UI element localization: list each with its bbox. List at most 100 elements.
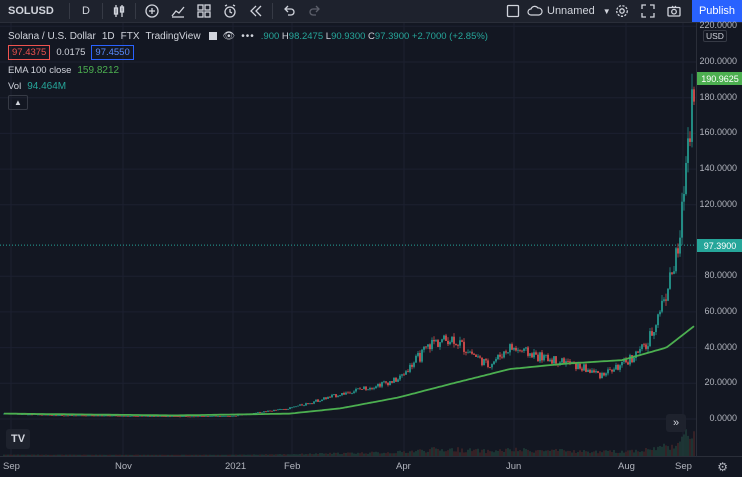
candle-body	[507, 352, 509, 354]
candle-body	[393, 377, 395, 383]
fullscreen-square-icon[interactable]	[500, 0, 526, 22]
volume-bar	[311, 454, 313, 456]
candle-body	[267, 410, 269, 412]
camera-snapshot-icon[interactable]	[661, 0, 687, 22]
candle-body	[505, 351, 507, 353]
legend-symbol-title[interactable]: Solana / U.S. Dollar	[8, 30, 96, 42]
volume-bar	[115, 454, 117, 456]
volume-bar	[269, 454, 271, 456]
volume-legend-row[interactable]: Vol 94.464M	[8, 78, 488, 94]
templates-icon[interactable]	[191, 0, 217, 22]
indicators-icon[interactable]	[165, 0, 191, 22]
volume-bar	[93, 454, 95, 456]
candle-body	[167, 416, 169, 418]
redo-icon[interactable]	[302, 0, 328, 22]
volume-bar	[543, 451, 545, 456]
volume-bar	[121, 454, 123, 456]
undo-icon[interactable]	[276, 0, 302, 22]
volume-bar	[599, 451, 601, 456]
candle-body	[55, 415, 57, 417]
volume-bar	[455, 451, 457, 456]
volume-bar	[9, 454, 11, 456]
candle-body	[495, 359, 497, 362]
chart-settings-gear-icon[interactable]: ⚙	[717, 460, 728, 474]
candle-body	[427, 344, 429, 347]
candle-body	[643, 344, 645, 346]
candle-body	[415, 355, 417, 363]
more-dots-icon[interactable]: •••	[241, 30, 255, 42]
fullscreen-icon[interactable]	[635, 0, 661, 22]
ema-legend-row[interactable]: EMA 100 close 159.8212	[8, 62, 488, 78]
volume-bar	[595, 450, 597, 456]
volume-bar	[651, 449, 653, 456]
candle-body	[165, 416, 167, 418]
legend-source: TradingView	[145, 30, 201, 42]
volume-bar	[527, 449, 529, 456]
tradingview-logo[interactable]: TV	[6, 429, 30, 449]
price-axis[interactable]: USD 190.9625 97.3900 220.0000 200.0000 180…	[696, 20, 742, 456]
compare-add-icon[interactable]	[139, 0, 165, 22]
volume-bar	[131, 454, 133, 456]
volume-bar	[359, 453, 361, 456]
time-axis[interactable]: ⚙ Sep Nov 2021 Feb Apr Jun Aug Sep	[0, 456, 742, 477]
close-value: 97.3900	[374, 30, 410, 42]
volume-bar	[301, 453, 303, 456]
hide-square-icon[interactable]	[208, 32, 217, 40]
ema-value: 159.8212	[77, 64, 120, 76]
volume-bar	[473, 449, 475, 456]
interval-button[interactable]: D	[82, 5, 90, 17]
volume-bar	[539, 450, 541, 456]
collapse-legend-button[interactable]: ▲	[8, 94, 28, 110]
volume-bar	[173, 454, 175, 456]
candle-body	[195, 416, 197, 418]
candle-body	[567, 361, 569, 362]
volume-bar	[73, 454, 75, 456]
candle-body	[405, 371, 407, 375]
volume-bar	[655, 450, 657, 456]
volume-bar	[117, 454, 119, 456]
time-axis-label: Nov	[115, 461, 132, 472]
price-chart[interactable]	[0, 23, 696, 456]
candle-body	[215, 415, 217, 417]
volume-bar	[95, 454, 97, 456]
bid-price-button[interactable]: 97.4375	[8, 44, 51, 60]
volume-bar	[327, 453, 329, 456]
candle-body	[487, 360, 489, 367]
currency-selector[interactable]: USD	[703, 30, 727, 42]
replay-icon[interactable]	[243, 0, 269, 22]
volume-bar	[229, 454, 231, 456]
candle-body	[563, 358, 565, 365]
candle-body	[275, 409, 277, 411]
publish-button[interactable]: Publish	[692, 0, 742, 22]
volume-bar	[423, 450, 425, 456]
candle-body	[613, 369, 615, 372]
legend-exchange: FTX	[120, 30, 140, 42]
volume-bar	[159, 454, 161, 456]
candle-body	[607, 369, 609, 374]
volume-bar	[281, 454, 283, 456]
candle-body	[457, 344, 459, 346]
chart-pane[interactable]	[0, 23, 696, 456]
candle-body	[209, 416, 211, 417]
alert-clock-icon[interactable]	[217, 0, 243, 22]
candle-body	[673, 271, 675, 274]
volume-bar	[395, 453, 397, 456]
candles-icon[interactable]	[106, 0, 132, 22]
eye-icon[interactable]: 👁	[222, 30, 236, 42]
candle-body	[327, 396, 329, 399]
candle-body	[441, 339, 443, 343]
volume-bar	[491, 451, 493, 456]
volume-bar	[97, 454, 99, 456]
layout-name-dropdown[interactable]: Unnamed ▼	[527, 0, 611, 22]
candle-body	[115, 415, 117, 417]
scroll-to-realtime-button[interactable]: »	[666, 414, 686, 432]
ask-price-button[interactable]: 97.4550	[91, 44, 134, 60]
candle-body	[379, 383, 381, 387]
candle-body	[273, 409, 275, 412]
symbol-search-button[interactable]: SOLUSD	[8, 5, 54, 17]
candle-body	[121, 415, 123, 417]
volume-bar	[213, 454, 215, 456]
volume-bar	[227, 454, 229, 456]
candle-body	[501, 356, 503, 358]
settings-gear-icon[interactable]	[609, 0, 635, 22]
